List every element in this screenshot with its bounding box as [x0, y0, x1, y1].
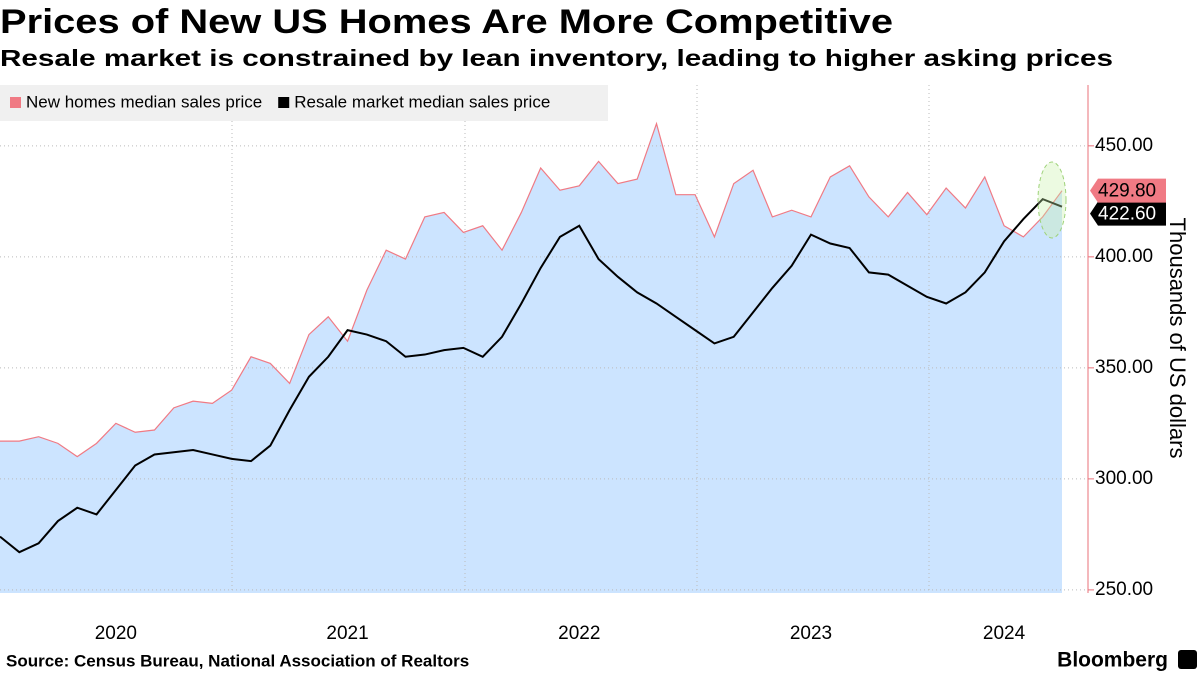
end-label-box [1090, 201, 1166, 226]
series-line [0, 197, 1063, 554]
y-tick-label: 300.00 [1095, 468, 1153, 489]
brand: Bloomberg [1057, 649, 1168, 672]
series-line [0, 121, 1063, 458]
chart-subtitle: Resale market is constrained by lean inv… [0, 45, 1113, 71]
end-label: 422.60 [1098, 204, 1156, 225]
highlight [1037, 161, 1067, 239]
x-tick-label: 2020 [95, 623, 137, 644]
legend-swatch [278, 97, 290, 108]
source: Source: Census Bureau, National Associat… [6, 651, 469, 670]
y-tick-label: 400.00 [1095, 246, 1153, 267]
x-tick-label: 2024 [983, 623, 1026, 644]
y-tick-label: 350.00 [1095, 357, 1153, 378]
chart-title: Prices of New US Homes Are More Competit… [0, 3, 893, 41]
y-axis-label: Thousands of US dollars [1165, 218, 1190, 459]
x-tick-label: 2023 [790, 623, 832, 644]
legend-label: New homes median sales price [26, 92, 262, 111]
x-tick-label: 2021 [326, 623, 368, 644]
plot-area [0, 123, 1062, 593]
end-label-box [1090, 178, 1166, 203]
x-tick-label: 2022 [558, 623, 600, 644]
brand-icon [1178, 650, 1197, 669]
y-tick-label: 250.00 [1095, 579, 1153, 600]
area [0, 123, 1062, 593]
y-tick-label: 450.00 [1095, 135, 1153, 156]
legend [0, 85, 608, 121]
end-label: 429.80 [1098, 181, 1156, 202]
legend-swatch [10, 97, 21, 108]
legend-label: Resale market median sales price [294, 92, 550, 111]
